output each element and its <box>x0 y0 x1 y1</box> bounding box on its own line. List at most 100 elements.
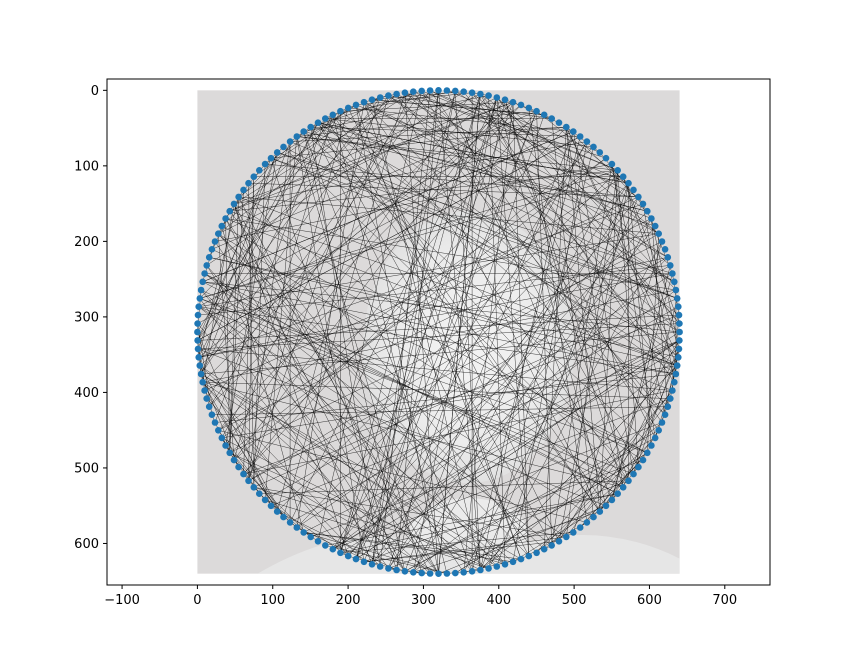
graph-edge <box>202 281 680 333</box>
graph-node-point <box>669 387 676 394</box>
graph-edge <box>253 164 266 488</box>
graph-edge <box>202 131 574 283</box>
graph-edge <box>225 218 230 453</box>
graph-node-point <box>563 533 570 541</box>
graph-edge <box>480 93 680 324</box>
graph-edge <box>566 126 644 205</box>
graph-node-point <box>255 490 263 498</box>
graph-node-point <box>548 542 555 549</box>
graph-edge <box>202 382 278 512</box>
graph-node-point <box>194 328 201 336</box>
graph-node-point <box>443 570 451 577</box>
graph-edge <box>243 176 255 475</box>
graph-edge <box>543 127 567 550</box>
graph-edge <box>243 111 537 475</box>
graph-edge <box>243 126 567 475</box>
graph-edge <box>289 306 679 523</box>
graph-node-point <box>576 133 584 140</box>
graph-edge <box>496 97 607 506</box>
graph-edge <box>198 306 567 538</box>
graph-edge <box>296 273 673 528</box>
graph-edge <box>221 437 481 571</box>
graph-node-point <box>194 345 202 353</box>
graph-edge <box>388 95 680 316</box>
graph-edge <box>551 390 673 546</box>
graph-node-point <box>639 456 647 464</box>
graph-node-point <box>226 449 233 457</box>
graph-edge <box>197 136 581 341</box>
graph-edge <box>388 114 545 569</box>
graph-node-point <box>337 549 344 557</box>
graph-node-point <box>230 200 238 208</box>
x-tick-label: 300 <box>411 593 436 608</box>
graph-node-point <box>672 286 680 294</box>
graph-node-point <box>267 154 275 162</box>
graph-node-point <box>205 253 213 261</box>
graph-node-point <box>314 538 322 545</box>
graph-node-point <box>590 513 597 521</box>
graph-node-point <box>635 193 642 201</box>
graph-edge <box>404 92 439 574</box>
graph-node-point <box>245 477 252 485</box>
graph-edge <box>355 340 680 560</box>
graph-node-point <box>401 568 409 575</box>
graph-edge <box>200 111 341 375</box>
graph-edge <box>371 183 629 565</box>
graph-node-point <box>671 278 678 286</box>
graph-node-point <box>360 558 368 566</box>
graph-node-point <box>673 295 681 302</box>
graph-edge <box>566 127 624 488</box>
graph-edge <box>206 265 406 572</box>
graph-edge <box>283 146 629 481</box>
graph-edge <box>225 218 676 291</box>
graph-node-point <box>563 123 570 131</box>
graph-node-point <box>667 395 674 402</box>
graph-node-point <box>614 167 621 174</box>
graph-edge <box>404 92 668 258</box>
graph-edge <box>290 126 567 142</box>
graph-edge <box>633 298 678 475</box>
graph-node-point <box>410 569 417 576</box>
graph-edge <box>233 459 311 538</box>
graph-node-point <box>675 354 682 361</box>
graph-node-point <box>661 411 669 419</box>
graph-edge <box>265 163 639 198</box>
graph-edge <box>413 203 644 573</box>
graph-edge <box>332 141 588 550</box>
graph-node-point <box>368 561 376 568</box>
graph-edge <box>332 114 448 574</box>
graph-node-point <box>570 128 577 135</box>
graph-edge <box>348 107 574 132</box>
graph-node-point <box>199 278 206 286</box>
graph-node-point <box>222 442 229 449</box>
graph-node-point <box>250 173 258 180</box>
graph-edge <box>199 365 284 518</box>
graph-edge <box>229 452 439 574</box>
graph-edge <box>504 99 624 488</box>
graph-edge <box>488 241 663 569</box>
graph-edge <box>599 445 652 512</box>
graph-edge <box>622 357 679 488</box>
graph-node-point <box>673 362 681 369</box>
graph-edge <box>573 241 663 533</box>
graph-edge <box>200 289 506 565</box>
graph-node-point <box>443 87 451 94</box>
graph-edge <box>296 122 319 137</box>
graph-node-point <box>576 524 584 531</box>
graph-node-point <box>501 561 509 568</box>
graph-edge <box>265 499 489 569</box>
graph-node-point <box>630 186 637 194</box>
x-tick-label: 500 <box>562 593 587 608</box>
graph-node-point <box>360 98 368 106</box>
graph-edge <box>471 92 675 383</box>
graph-edge <box>496 97 530 557</box>
graph-node-point <box>352 555 360 563</box>
graph-edge <box>221 91 414 439</box>
graph-edge <box>259 480 629 494</box>
graph-edge <box>233 91 414 205</box>
graph-node-point <box>509 558 517 566</box>
graph-edge <box>388 189 634 569</box>
graph-node-point <box>393 90 400 98</box>
graph-edge <box>566 126 679 358</box>
